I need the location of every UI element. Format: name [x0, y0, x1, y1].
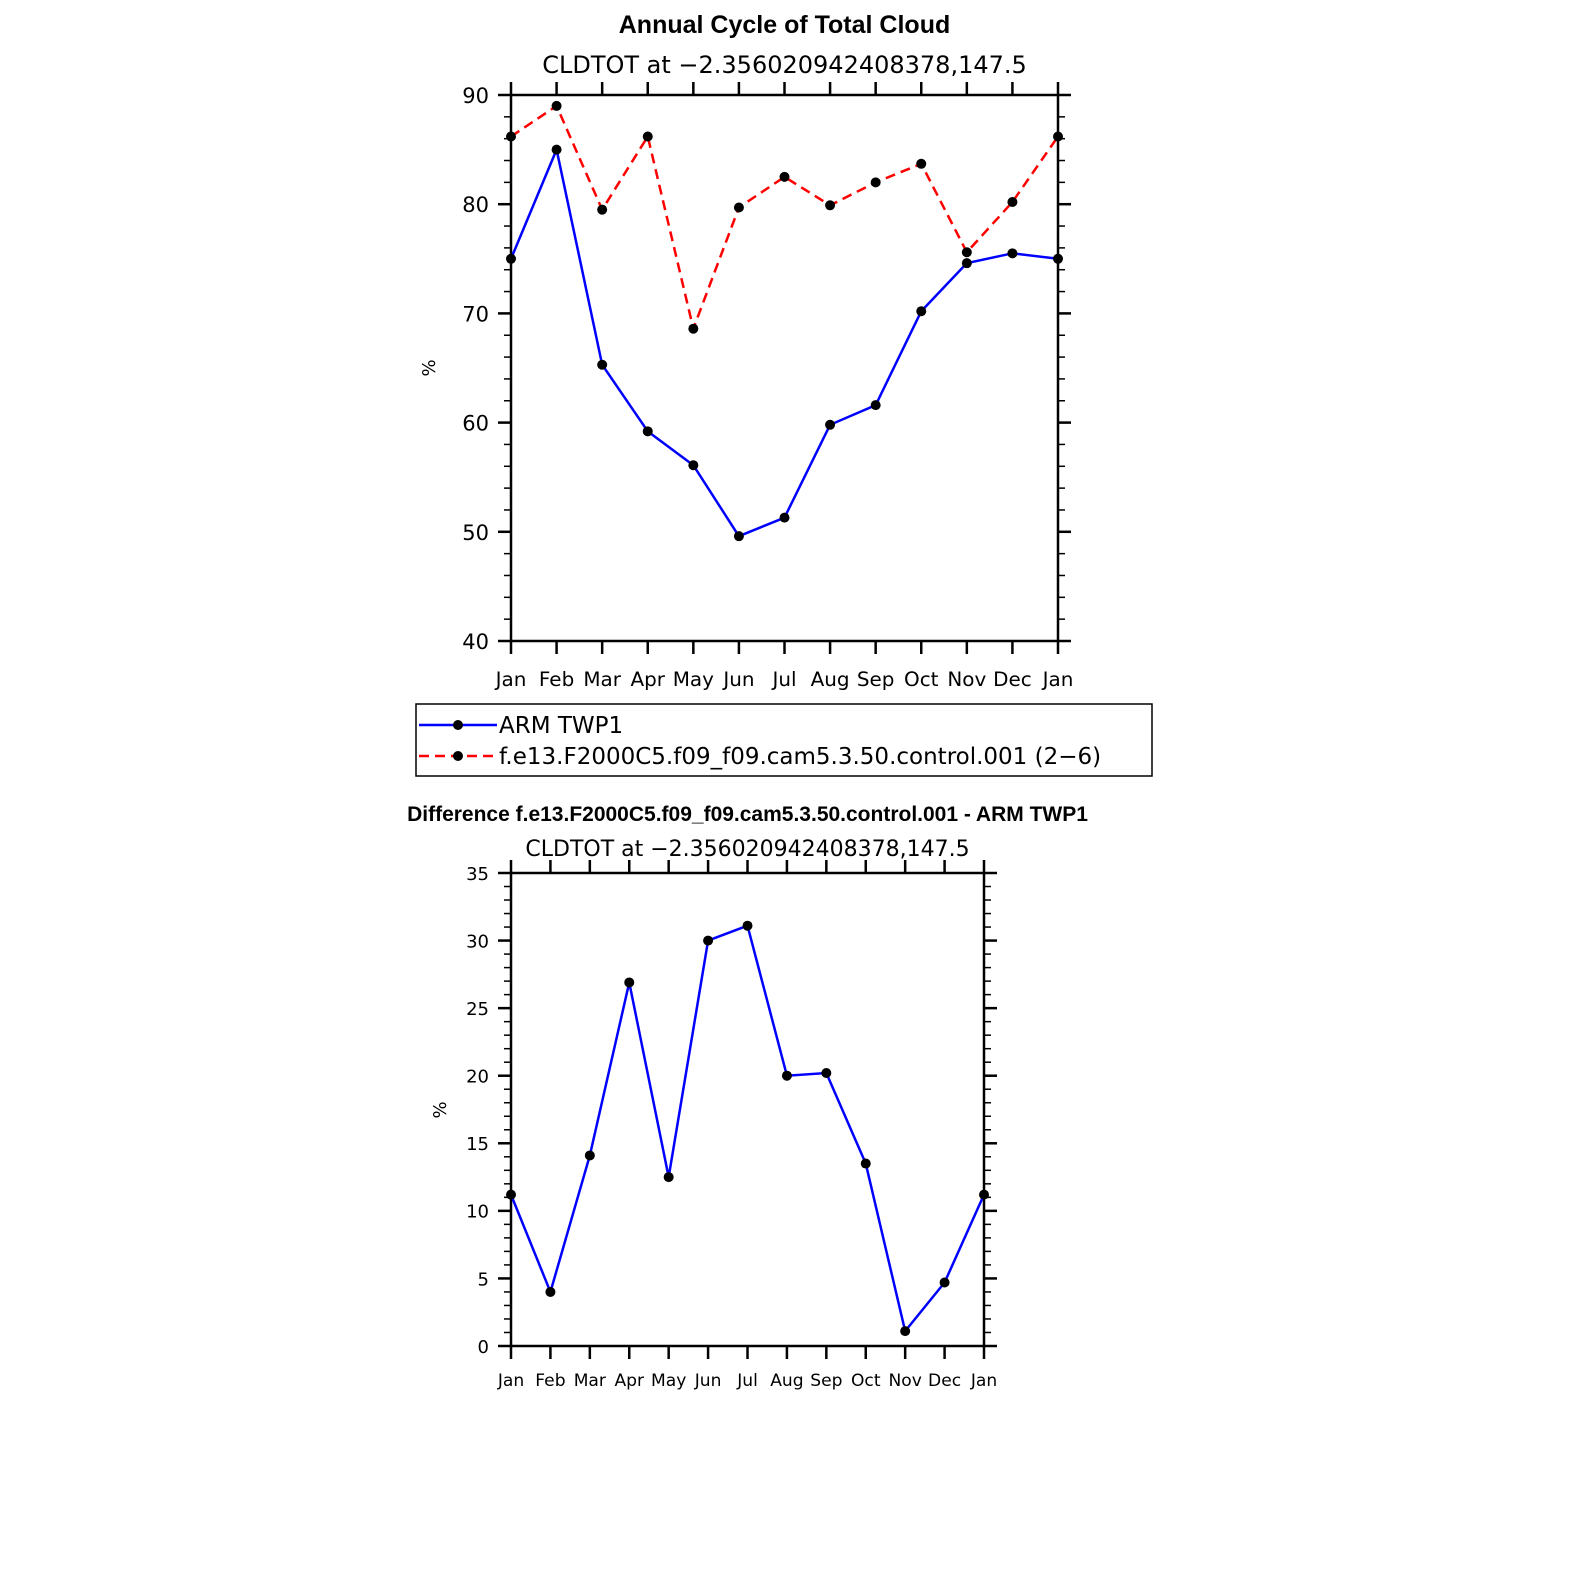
- x-tick-label: Oct: [851, 1371, 881, 1391]
- series-1-point: [821, 1068, 832, 1079]
- x-tick-label: Mar: [583, 667, 621, 691]
- x-tick-label: Jun: [721, 667, 754, 691]
- x-tick-label: Jan: [497, 1371, 524, 1391]
- chart-subtitle: CLDTOT at −2.356020942408378,147.5: [525, 837, 969, 862]
- series-1-point: [642, 426, 653, 437]
- x-tick-label: Jan: [1041, 667, 1074, 691]
- x-tick-label: Feb: [539, 667, 574, 691]
- legend-entry-label: f.e13.F2000C5.f09_f09.cam5.3.50.control.…: [499, 744, 1101, 770]
- x-tick-label: Jul: [770, 667, 796, 691]
- x-tick-label: Dec: [993, 667, 1032, 691]
- y-tick-label: 80: [462, 193, 489, 217]
- series-2-point: [916, 158, 927, 169]
- series-1-point: [688, 460, 699, 471]
- series-1-point: [597, 359, 608, 370]
- series-line-1: [509, 145, 1059, 538]
- x-tick-label: May: [673, 667, 714, 691]
- chart-1: Annual Cycle of Total Cloud CLDTOT at −2.…: [419, 11, 1073, 691]
- x-tick-label: Jan: [494, 667, 527, 691]
- series-1-point: [961, 258, 972, 269]
- chart-2: Difference f.e13.F2000C5.f09_f09.cam5.3.…: [407, 803, 1088, 1391]
- series-1-point: [506, 1189, 516, 1200]
- series-1-point: [939, 1277, 950, 1288]
- y-tick-label: 30: [466, 931, 489, 952]
- y-tick-label: 25: [466, 999, 489, 1020]
- x-tick-label: Feb: [535, 1371, 565, 1391]
- series-2-point: [1007, 197, 1018, 208]
- series-1-point: [860, 1158, 871, 1169]
- y-tick-label: 70: [462, 302, 489, 326]
- series-2-point: [733, 202, 744, 213]
- series-line-1: [509, 924, 986, 1334]
- plot-frame: [509, 871, 986, 1348]
- chart-title: Difference f.e13.F2000C5.f09_f09.cam5.3.…: [407, 803, 1088, 826]
- series-2-point: [688, 323, 699, 334]
- y-tick-label: 10: [466, 1202, 489, 1223]
- y-tick-label: 40: [462, 630, 489, 654]
- legend-entry-label: ARM TWP1: [499, 713, 623, 739]
- y-axis-label: %: [419, 359, 440, 376]
- x-tick-label: Nov: [888, 1371, 921, 1391]
- x-tick-label: Jul: [736, 1371, 758, 1391]
- series-1-point: [979, 1189, 989, 1200]
- series-2-point: [597, 204, 608, 215]
- series-1-point: [624, 977, 635, 988]
- x-tick-label: Aug: [770, 1371, 803, 1391]
- series-1-point: [584, 1150, 595, 1161]
- series-2-point: [1053, 131, 1063, 142]
- x-tick-label: Apr: [614, 1371, 645, 1391]
- y-axis-label: %: [430, 1101, 451, 1118]
- series-1-point: [742, 920, 753, 931]
- series-1-point: [781, 1070, 792, 1081]
- series-2-point: [506, 131, 516, 142]
- series-2-point: [551, 100, 562, 111]
- x-tick-label: Jun: [694, 1371, 722, 1391]
- series-1-point: [506, 253, 516, 264]
- y-tick-label: 50: [462, 521, 489, 545]
- series-1-point: [703, 935, 714, 946]
- y-tick-label: 35: [466, 864, 489, 885]
- chart-subtitle: CLDTOT at −2.356020942408378,147.5: [542, 51, 1027, 79]
- x-tick-label: Aug: [811, 667, 850, 691]
- y-tick-label: 60: [462, 412, 489, 436]
- series-2-point: [779, 171, 790, 182]
- x-tick-label: Sep: [810, 1371, 842, 1391]
- series-1-point: [551, 144, 562, 155]
- legend: ARM TWP1 f.e13.F2000C5.f09_f09.cam5.3.50.…: [415, 703, 1153, 777]
- chart-title: Annual Cycle of Total Cloud: [619, 11, 950, 39]
- series-1-point: [663, 1172, 674, 1183]
- series-1-point: [825, 419, 836, 430]
- x-tick-label: Jan: [970, 1371, 997, 1391]
- series-2-point: [961, 247, 972, 258]
- series-2-point: [642, 131, 653, 142]
- series-1-point: [900, 1326, 911, 1337]
- x-tick-label: Nov: [947, 667, 986, 691]
- x-tick-label: Mar: [574, 1371, 607, 1391]
- y-tick-label: 5: [478, 1269, 489, 1290]
- legend-swatch-marker: [453, 751, 463, 761]
- series-1-point: [1053, 253, 1063, 264]
- x-tick-label: Apr: [631, 667, 666, 691]
- x-tick-label: Oct: [904, 667, 939, 691]
- series-line-2: [510, 104, 1060, 333]
- x-tick-label: Dec: [928, 1371, 961, 1391]
- series-1-point: [916, 306, 927, 317]
- x-tick-label: May: [651, 1371, 686, 1391]
- series-1-point: [870, 400, 881, 411]
- y-tick-label: 15: [466, 1134, 489, 1155]
- y-tick-label: 0: [478, 1337, 489, 1358]
- series-2-point: [870, 177, 881, 188]
- series-2-point: [825, 200, 836, 211]
- series-1-point: [545, 1286, 556, 1297]
- x-tick-label: Sep: [857, 667, 895, 691]
- series-1-point: [779, 512, 790, 523]
- legend-box: [415, 703, 1153, 777]
- y-tick-label: 90: [462, 84, 489, 108]
- legend-swatch-marker: [453, 720, 463, 730]
- series-1-point: [733, 531, 744, 542]
- y-tick-label: 20: [466, 1067, 489, 1088]
- series-1-point: [1007, 248, 1018, 259]
